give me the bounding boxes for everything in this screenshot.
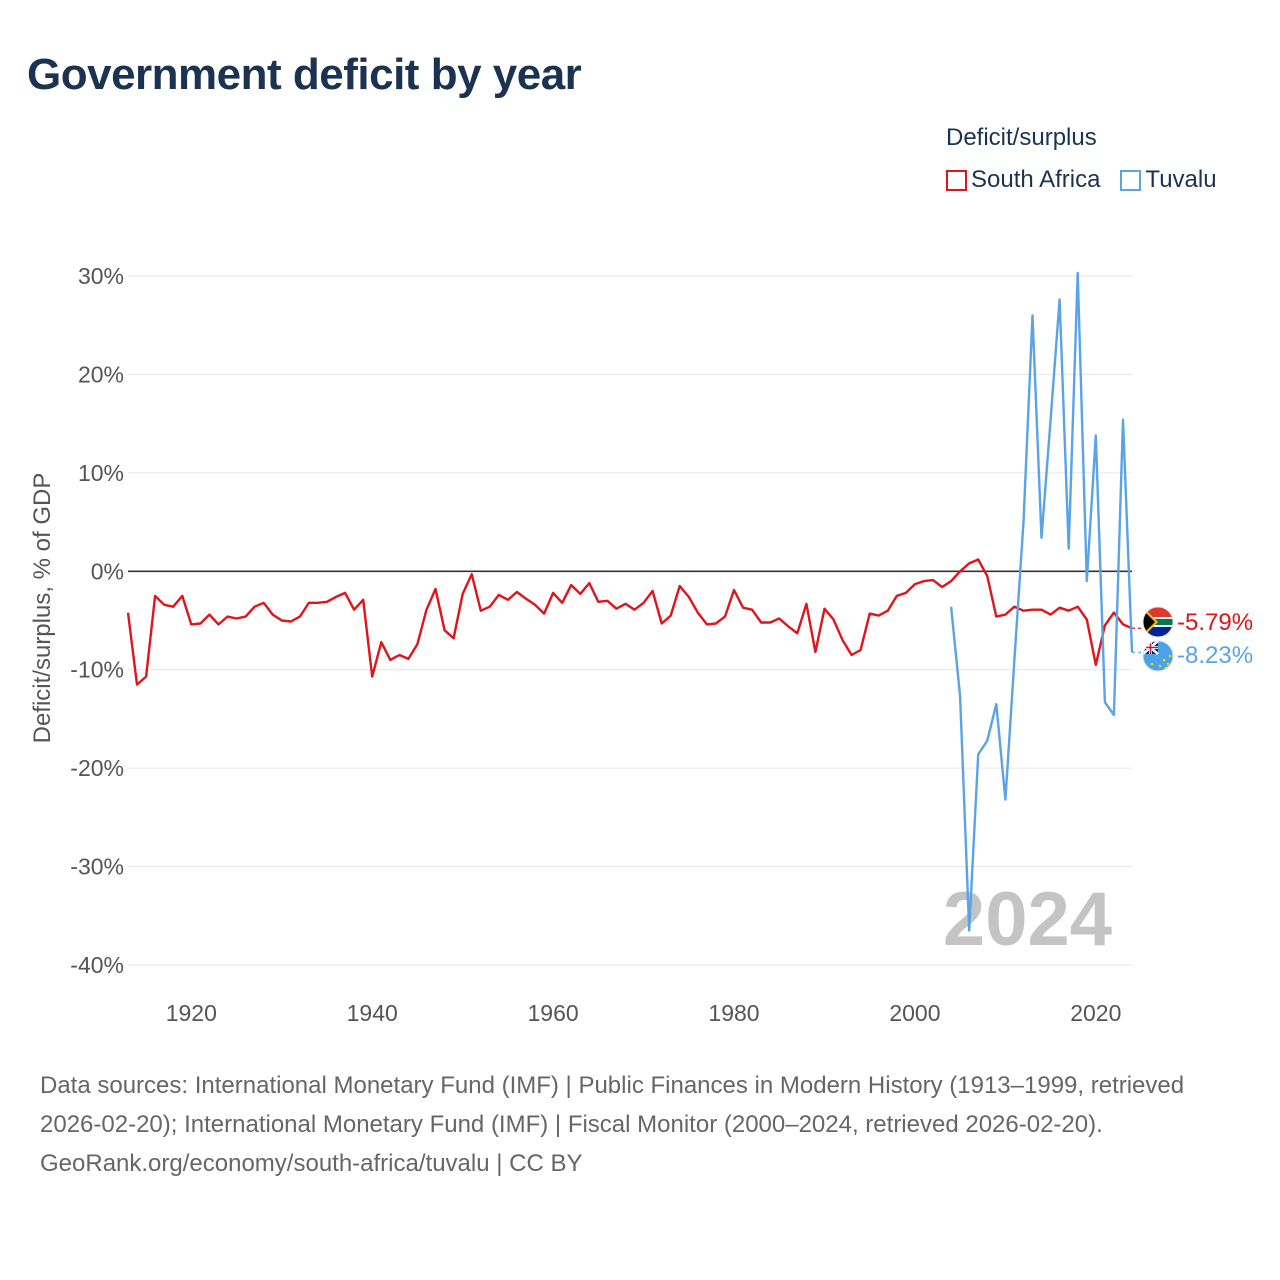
legend: South Africa Tuvalu (946, 166, 1237, 194)
legend-label-tuvalu: Tuvalu (1145, 166, 1217, 193)
y-axis: 30% 20% 10% 0% -10% -20% -30% -40% (70, 263, 124, 978)
y-tick-label: -30% (70, 854, 124, 880)
legend-item-tuvalu[interactable]: Tuvalu (1120, 166, 1217, 194)
south-africa-flag-icon (1142, 606, 1174, 638)
x-axis: 1920 1940 1960 1980 2000 2020 (166, 1000, 1122, 1026)
legend-label-south-africa: South Africa (971, 166, 1101, 193)
x-tick-label: 1960 (528, 1000, 579, 1026)
page-title: Government deficit by year (27, 50, 582, 99)
y-axis-label: Deficit/surplus, % of GDP (29, 473, 56, 744)
legend-swatch-tuvalu (1120, 169, 1142, 191)
x-tick-label: 2000 (889, 1000, 940, 1026)
attribution-link[interactable]: GeoRank.org/economy/south-africa/tuvalu … (40, 1150, 583, 1177)
x-tick-label: 2020 (1070, 1000, 1121, 1026)
series-line-tuvalu (949, 271, 1134, 932)
legend-title: Deficit/surplus (946, 124, 1097, 151)
south-africa-end-label: -5.79% (1177, 609, 1253, 636)
y-tick-label: -40% (70, 952, 124, 978)
tuvalu-end-label: -8.23% (1177, 642, 1253, 669)
y-tick-label: 0% (91, 558, 124, 584)
legend-swatch-south-africa (946, 169, 967, 191)
legend-item-south-africa[interactable]: South Africa (946, 166, 1100, 194)
x-tick-label: 1980 (708, 1000, 759, 1026)
x-tick-label: 1940 (347, 1000, 398, 1026)
y-tick-label: -10% (70, 657, 124, 683)
data-sources-text: Data sources: International Monetary Fun… (40, 1072, 1185, 1138)
gridlines (128, 275, 1132, 966)
y-tick-label: 10% (78, 460, 124, 486)
x-tick-label: 1920 (166, 1000, 217, 1026)
y-tick-label: -20% (70, 755, 124, 781)
y-tick-label: 20% (78, 361, 124, 387)
series-line-south-africa (126, 558, 1133, 686)
series-lines (126, 271, 1142, 932)
tuvalu-flag-icon (1142, 640, 1174, 672)
source-note: Data sources: International Monetary Fun… (40, 1066, 1250, 1183)
line-chart: 30% 20% 10% 0% -10% -20% -30% -40% 1920 1940 1960… (29, 263, 1253, 1026)
y-tick-label: 30% (78, 263, 124, 289)
